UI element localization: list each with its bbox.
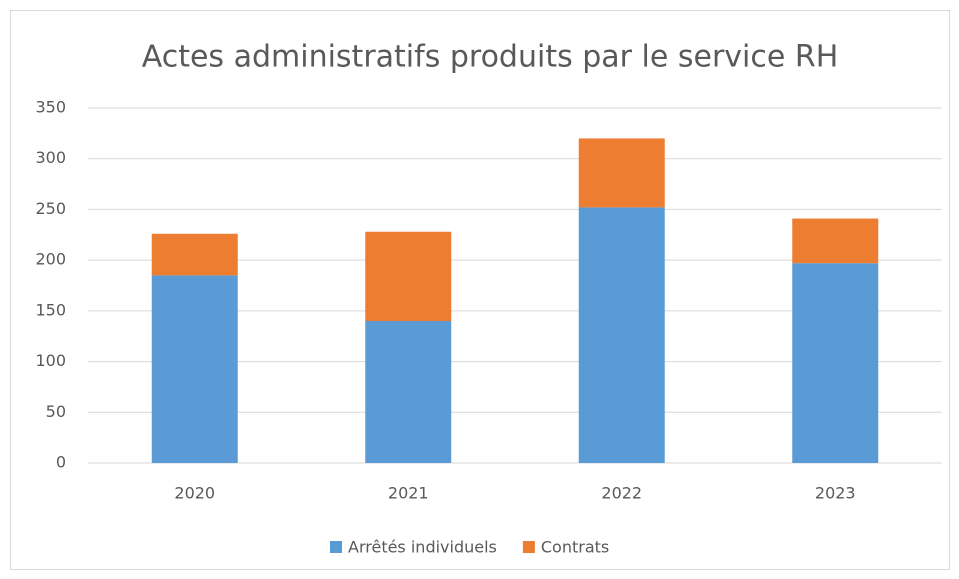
y-tick-label: 300 xyxy=(35,148,66,167)
y-tick-label: 250 xyxy=(35,199,66,218)
legend-label: Contrats xyxy=(541,538,609,557)
legend-swatch xyxy=(522,541,535,553)
y-tick-label: 0 xyxy=(56,453,66,472)
bar-segment xyxy=(151,275,238,463)
legend-swatch xyxy=(330,541,342,553)
x-tick-label: 2020 xyxy=(174,484,215,503)
legend-label: Arrêtés individuels xyxy=(348,538,497,557)
x-tick-label: 2023 xyxy=(815,484,856,503)
chart-title: Actes administratifs produits par le ser… xyxy=(142,40,839,75)
bar-segment xyxy=(365,231,452,321)
bar-segment xyxy=(578,207,665,463)
bar-segment xyxy=(365,321,452,463)
y-tick-label: 350 xyxy=(35,98,66,117)
bar-segment xyxy=(578,138,665,208)
bar-segment xyxy=(151,233,238,276)
y-tick-label: 150 xyxy=(35,300,66,319)
bar-segment xyxy=(792,218,879,264)
y-tick-label: 50 xyxy=(46,402,66,421)
y-tick-label: 100 xyxy=(35,351,66,370)
bar-segment xyxy=(792,263,879,463)
x-tick-label: 2022 xyxy=(601,484,642,503)
y-tick-label: 200 xyxy=(35,250,66,269)
x-tick-label: 2021 xyxy=(388,484,429,503)
